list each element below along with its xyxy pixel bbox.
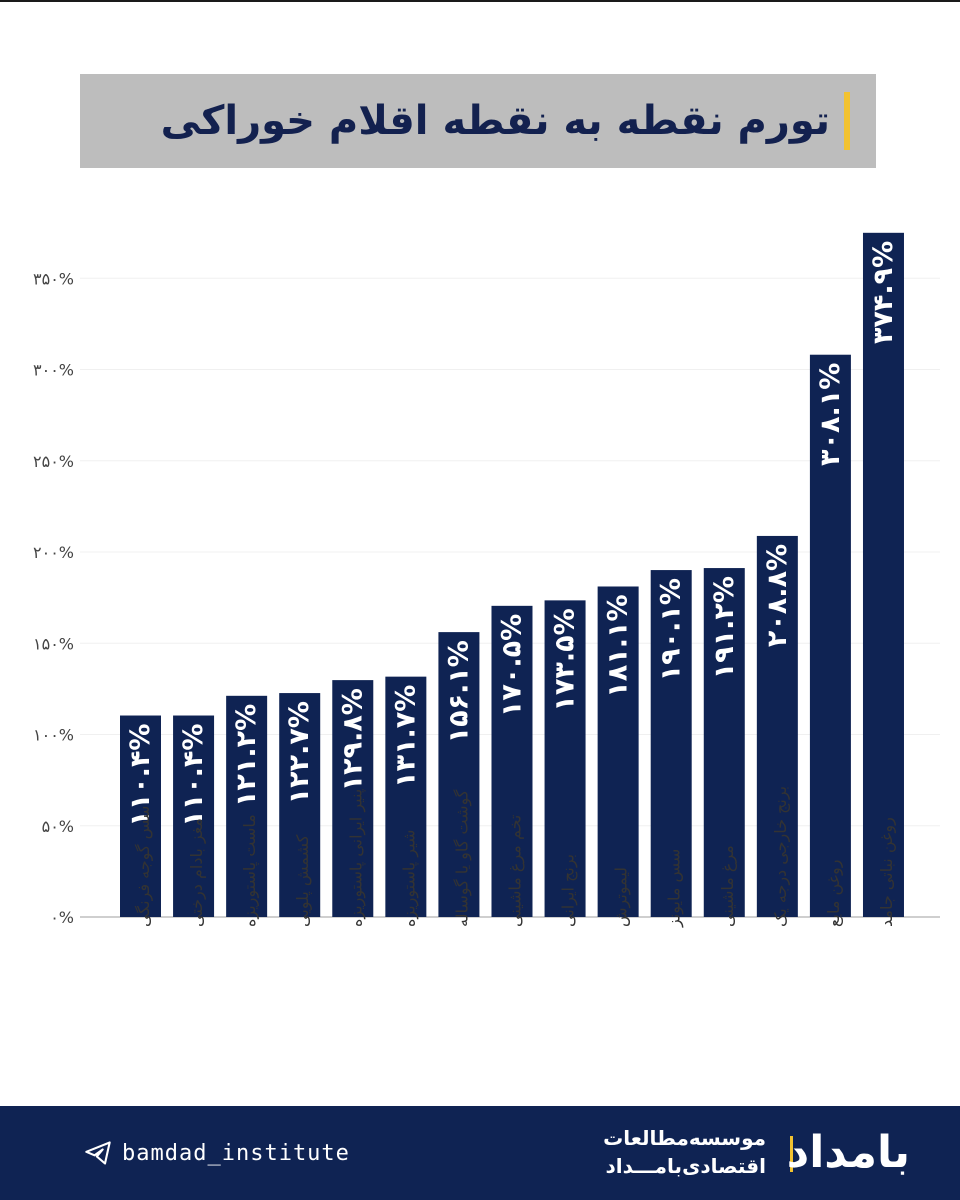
footer-divider [790,1136,793,1172]
bar-value-label: ۱۵۶.۱% [443,640,474,743]
bar-value-label: ۱۸۱.۱% [603,594,634,697]
handle-text: bamdad_institute [122,1140,350,1166]
bar-value-label: ۱۲۱.۲% [231,704,262,807]
x-tick-label: مرغ ماشینی [718,845,738,927]
bar [650,570,692,917]
bar-value-label: ۱۲۲.۷% [284,701,315,804]
y-tick-label: ۱۵۰% [33,634,74,653]
bar-value-label: ۱۹۱.۲% [709,576,740,679]
bar [226,695,268,917]
institute-name: موسسه‌مطالعات اقتصادی‌بامـــداد [546,1124,766,1180]
bar-value-label: ۲۰۸.۸% [762,544,793,647]
bar [385,676,427,917]
chart-title: تورم نقطه به نقطه اقلام خوراکی [160,98,830,144]
bar-value-label: ۱۷۳.۵% [550,608,581,711]
institute-name-line2: اقتصادی‌بامـــداد [605,1154,766,1178]
y-tick-label: ۵۰% [42,817,74,836]
y-tick-label: ۲۵۰% [33,452,74,471]
bar [120,715,161,917]
bar [703,568,745,917]
bamdad-logo: بامداد [786,1127,910,1178]
y-tick-label: ۳۰۰% [33,361,74,380]
bar-value-label: ۱۲۹.۸% [337,688,368,791]
x-tick-label: پنیر ایرانی پاستوریزه [346,789,366,927]
bar-chart: ۰%۵۰%۱۰۰%۱۵۰%۲۰۰%۲۵۰%۳۰۰%۳۵۰%۱۱۰.۴%سس گو… [33,232,940,928]
bar [809,354,851,917]
bar [173,715,215,917]
bar [756,535,798,917]
x-tick-label: لیموترش [612,867,632,927]
x-tick-label: روغن نباتی جامد [877,817,897,927]
footer-bar: bamdad_institute موسسه‌مطالعات اقتصادی‌ب… [0,1106,960,1200]
bar [491,605,533,917]
top-border-line [0,0,960,2]
bar [597,586,639,917]
telegram-plane-icon [85,1141,111,1165]
x-tick-label: سس گوجه فرنگی [134,806,154,927]
x-tick-label: گوشت گاو یا گوساله [452,789,472,927]
bar-value-label: ۱۱۰.۴% [125,724,156,827]
title-banner: تورم نقطه به نقطه اقلام خوراکی [80,74,876,168]
bar-value-label: ۳۷۴.۹% [868,241,899,344]
x-tick-label: برنج ایرانی [559,854,579,927]
x-tick-label: تخم مرغ ماشینی [505,815,525,927]
bar-value-label: ۱۷۰.۵% [496,614,527,717]
bar [438,632,480,917]
x-tick-label: روغن مایع [824,860,844,928]
x-tick-label: برنج خارجی درجه یک [771,786,791,927]
x-tick-label: سس مایونز [665,849,685,928]
telegram-handle[interactable]: bamdad_institute [84,1106,350,1200]
x-tick-label: مغز بادام درختی [187,818,207,927]
bar-value-label: ۱۳۱.۷% [390,685,421,788]
y-tick-label: ۲۰۰% [33,543,74,562]
y-tick-label: ۳۵۰% [33,269,74,288]
bar [862,232,904,917]
institute-name-line1: موسسه‌مطالعات [603,1126,766,1150]
x-tick-label: کشمش پلویی [293,834,313,927]
bar-value-label: ۱۱۰.۴% [178,724,209,827]
x-tick-label: شیر پاستوریزه [399,830,419,927]
title-accent-bar [844,92,850,150]
x-tick-label: ماست پاستوریزه [240,814,260,927]
bar [332,680,374,917]
bar-value-label: ۳۰۸.۱% [815,363,846,466]
bar-value-label: ۱۹۰.۱% [656,578,687,681]
y-tick-label: ۱۰۰% [33,726,74,745]
bar [279,693,321,917]
y-tick-label: ۰% [50,908,74,927]
bar [544,600,586,917]
